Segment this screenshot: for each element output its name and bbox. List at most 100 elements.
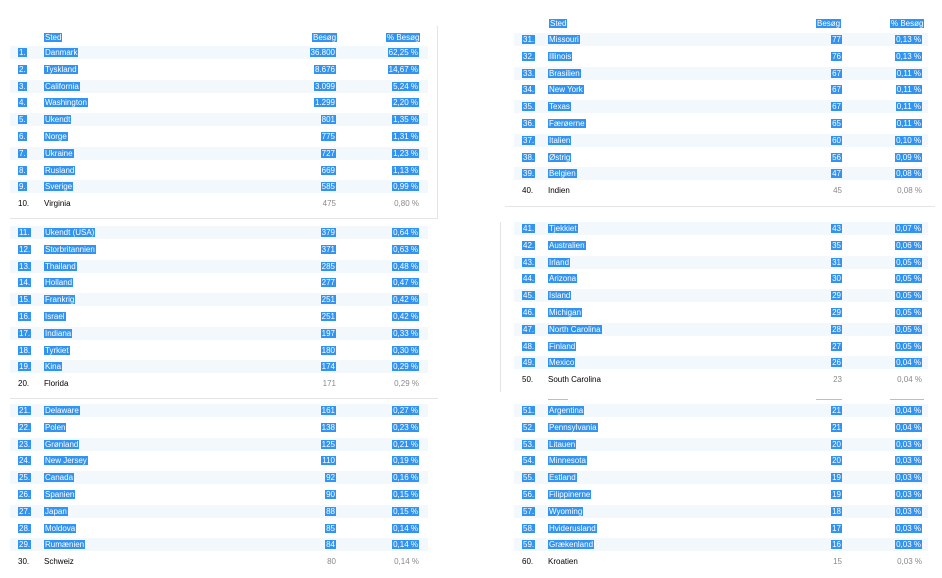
table-row[interactable]: 27. Japan 88 0,15 %: [10, 504, 428, 518]
row-visits: 285: [320, 261, 336, 271]
row-visits: 90: [325, 490, 336, 499]
table-row[interactable]: 8. Rusland 669 1,13 %: [10, 164, 428, 177]
table-row[interactable]: 59. Grækenland 16 0,03 %: [514, 538, 928, 552]
row-pct: 0,11 %: [895, 119, 922, 128]
row-place: Kina: [44, 362, 63, 372]
row-visits: 475: [322, 199, 336, 209]
table-row[interactable]: 52. Pennsylvania 21 0,04 %: [514, 421, 928, 434]
row-rank: 45.: [522, 291, 536, 301]
row-rank: 52.: [522, 422, 536, 432]
table-row[interactable]: 14. Holland 277 0,47 %: [10, 276, 428, 289]
row-visits: 67: [831, 102, 842, 112]
table-row[interactable]: 30. Schweiz 80 0,14 %: [10, 555, 428, 568]
table-row[interactable]: 50. South Carolina 23 0,04 %: [514, 373, 928, 386]
row-visits: 161: [320, 406, 336, 415]
table-row[interactable]: 13. Thailand 285 0,48 %: [10, 259, 428, 273]
row-pct: 0,64 %: [392, 228, 419, 237]
row-visits: 669: [320, 165, 336, 175]
table-row[interactable]: 60. Kroatien 15 0,03 %: [514, 555, 928, 568]
table-row[interactable]: 56. Filippinerne 19 0,03 %: [514, 488, 928, 501]
row-visits: 16: [831, 540, 842, 550]
table-row[interactable]: 54. Minnesota 20 0,03 %: [514, 454, 928, 467]
row-place: Florida: [44, 379, 69, 389]
table-row[interactable]: 24. New Jersey 110 0,19 %: [10, 454, 428, 467]
table-row[interactable]: 6. Norge 775 1,31 %: [10, 130, 428, 143]
table-row[interactable]: 9. Sverige 585 0,99 %: [10, 180, 428, 194]
table-row[interactable]: 7. Ukraine 727 1,23 %: [10, 146, 428, 160]
table-row[interactable]: 45. Island 29 0,05 %: [514, 289, 928, 303]
table-row[interactable]: 3. California 3.099 5,24 %: [10, 79, 428, 93]
table-row[interactable]: 26. Spanien 90 0,15 %: [10, 488, 428, 501]
column-header-pct-visits[interactable]: % Besøg: [890, 19, 925, 28]
table-row[interactable]: 23. Grønland 125 0,21 %: [10, 437, 428, 451]
table-row[interactable]: 29. Rumænien 84 0,14 %: [10, 538, 428, 552]
row-pct: 0,05 %: [895, 274, 922, 284]
row-place: Norge: [44, 132, 68, 141]
table-row[interactable]: 25. Canada 92 0,16 %: [10, 471, 428, 485]
table-row[interactable]: 49. Mexico 26 0,04 %: [514, 356, 928, 370]
table-row[interactable]: 34. New York 67 0,11 %: [514, 83, 928, 96]
table-row[interactable]: 43. Irland 31 0,05 %: [514, 255, 928, 269]
table-row[interactable]: 1. Danmark 36.800 62,25 %: [10, 46, 428, 59]
table-row[interactable]: 44. Arizona 30 0,05 %: [514, 272, 928, 285]
table-row[interactable]: 11. Ukendt (USA) 379 0,64 %: [10, 226, 428, 239]
table-row[interactable]: 33. Brasilien 67 0,11 %: [514, 66, 928, 80]
row-rank: 47.: [522, 324, 536, 334]
row-visits: 84: [325, 540, 336, 550]
table-row[interactable]: 35. Texas 67 0,11 %: [514, 100, 928, 114]
table-row[interactable]: 42. Australien 35 0,06 %: [514, 239, 928, 252]
table-row[interactable]: 47. North Carolina 28 0,05 %: [514, 322, 928, 336]
table-row[interactable]: 36. Færøerne 65 0,11 %: [514, 117, 928, 130]
table-row[interactable]: 21. Delaware 161 0,27 %: [10, 404, 428, 417]
row-visits: 20: [831, 439, 842, 449]
table-row[interactable]: 12. Storbritannien 371 0,63 %: [10, 243, 428, 256]
row-rank: 13.: [18, 261, 32, 271]
column-header-place[interactable]: Sted: [549, 19, 568, 28]
table-row[interactable]: 17. Indiana 197 0,33 %: [10, 326, 428, 340]
table-row[interactable]: 31. Missouri 77 0,13 %: [514, 33, 928, 46]
table-row[interactable]: 20. Florida 171 0,29 %: [10, 377, 428, 390]
table-row[interactable]: 4. Washington 1.299 2,20 %: [10, 96, 428, 109]
table-row[interactable]: 46. Michigan 29 0,05 %: [514, 306, 928, 319]
row-rank: 34.: [522, 85, 536, 95]
table-row[interactable]: 2. Tyskland 8.676 14,67 %: [10, 63, 428, 76]
table-row[interactable]: 41. Tjekkiet 43 0,07 %: [514, 222, 928, 235]
table-row[interactable]: 48. Finland 27 0,05 %: [514, 340, 928, 353]
table-row[interactable]: 5. Ukendt 801 1,35 %: [10, 113, 428, 127]
row-pct: 0,11 %: [895, 68, 922, 78]
row-place: Holland: [44, 278, 74, 288]
table-row[interactable]: 15. Frankrig 251 0,42 %: [10, 293, 428, 307]
table-row[interactable]: 40. Indien 45 0,08 %: [514, 184, 928, 197]
table-row[interactable]: 16. Israel 251 0,42 %: [10, 310, 428, 323]
row-visits: 28: [831, 324, 842, 334]
table-row[interactable]: 51. Argentina 21 0,04 %: [514, 404, 928, 417]
table-row[interactable]: 38. Østrig 56 0,09 %: [514, 151, 928, 164]
row-visits: 76: [831, 51, 842, 61]
row-visits: 47: [831, 169, 842, 179]
row-pct: 0,48 %: [392, 261, 419, 271]
row-place: Hviderusland: [548, 523, 597, 533]
column-header-visits[interactable]: Besøg: [312, 33, 338, 42]
column-header-pct-visits[interactable]: % Besøg: [386, 33, 421, 42]
row-visits: 110: [321, 456, 336, 466]
table-row[interactable]: 57. Wyoming 18 0,03 %: [514, 504, 928, 518]
row-place: Tyskland: [44, 64, 78, 74]
table-row[interactable]: 53. Litauen 20 0,03 %: [514, 437, 928, 451]
table-row[interactable]: 28. Moldova 85 0,14 %: [10, 522, 428, 535]
table-row[interactable]: 58. Hviderusland 17 0,03 %: [514, 522, 928, 535]
column-header-visits[interactable]: Besøg: [816, 19, 842, 28]
row-rank: 60.: [522, 557, 534, 567]
row-pct: 0,99 %: [392, 182, 419, 192]
row-pct: 0,06 %: [895, 240, 922, 250]
table-row[interactable]: 19. Kina 174 0,29 %: [10, 360, 428, 374]
table-row[interactable]: 55. Estland 19 0,03 %: [514, 471, 928, 485]
table-row[interactable]: 10. Virginia 475 0,80 %: [10, 197, 428, 210]
table-row[interactable]: 39. Belgien 47 0,08 %: [514, 167, 928, 181]
table-row[interactable]: 37. Italien 60 0,10 %: [514, 133, 928, 147]
row-visits: 174: [320, 362, 336, 372]
table-row[interactable]: 18. Tyrkiet 180 0,30 %: [10, 344, 428, 357]
row-place: Polen: [44, 422, 67, 432]
column-header-place[interactable]: Sted: [44, 33, 63, 42]
table-row[interactable]: 22. Polen 138 0,23 %: [10, 421, 428, 434]
table-row[interactable]: 32. Illinois 76 0,13 %: [514, 50, 928, 63]
